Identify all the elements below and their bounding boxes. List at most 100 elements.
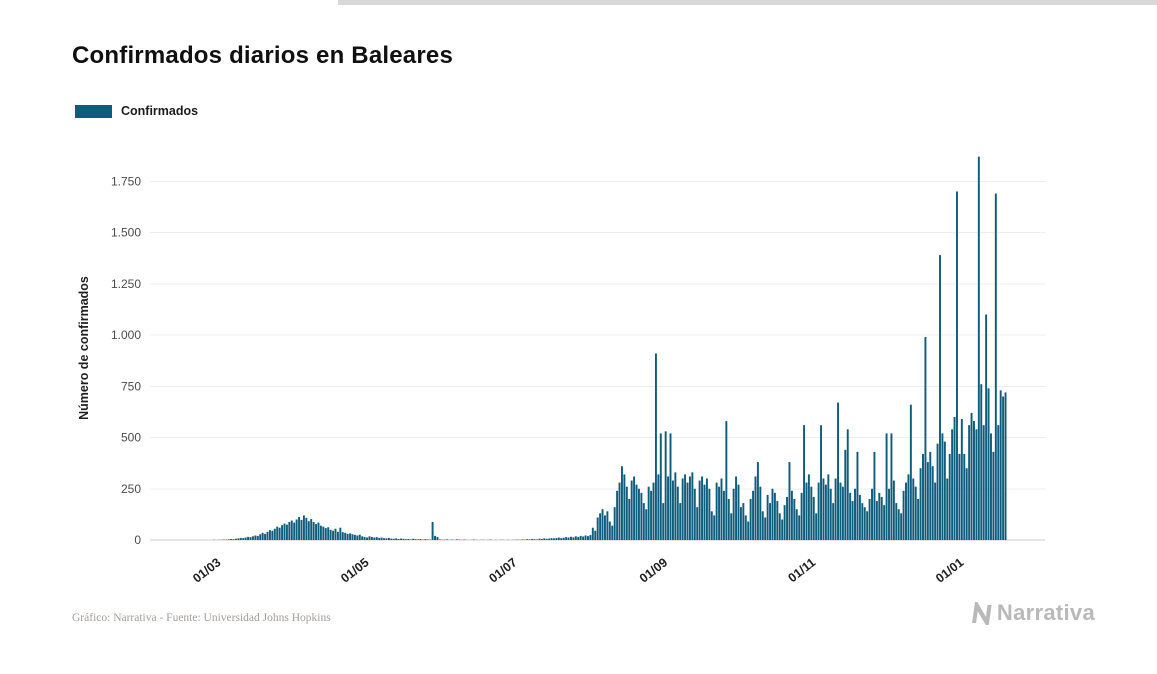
x-tick-label: 01/11: [786, 555, 819, 585]
bar: [798, 515, 801, 540]
bar: [827, 474, 830, 540]
bar: [273, 528, 276, 540]
bar: [589, 535, 592, 540]
bar: [397, 538, 400, 540]
bar: [278, 527, 281, 540]
bar: [363, 536, 366, 540]
bar: [778, 513, 781, 540]
bar: [536, 539, 538, 540]
bar: [902, 490, 905, 540]
bar: [239, 537, 242, 540]
bar: [739, 507, 742, 540]
bar: [251, 536, 254, 540]
bar: [596, 517, 599, 540]
bar: [562, 537, 565, 540]
bar: [737, 484, 740, 540]
bar: [676, 486, 679, 540]
bar: [642, 503, 645, 540]
bar: [623, 474, 626, 540]
bar: [591, 527, 594, 540]
bar: [266, 531, 269, 540]
bar: [647, 486, 650, 540]
bar: [599, 513, 602, 540]
bar: [533, 539, 536, 540]
bar: [788, 462, 791, 540]
bar: [907, 474, 910, 540]
bar: [300, 519, 303, 540]
bar: [329, 529, 332, 540]
bar: [834, 478, 837, 540]
bar: [946, 478, 949, 540]
bar: [824, 484, 827, 540]
bar: [963, 453, 966, 540]
bar: [939, 255, 941, 541]
bar: [356, 535, 359, 540]
bar: [722, 490, 725, 540]
bar: [812, 496, 815, 540]
bar: [1004, 392, 1007, 540]
bar: [256, 535, 259, 540]
x-tick-label: 01/05: [338, 555, 371, 585]
bar: [713, 515, 716, 540]
bar: [366, 537, 369, 540]
bar: [742, 503, 745, 540]
bar: [567, 537, 570, 540]
bar: [674, 472, 677, 540]
y-axis-label: Número de confirmados: [77, 276, 91, 420]
bar: [387, 537, 390, 540]
bar: [247, 536, 250, 540]
bar: [555, 537, 558, 540]
bar: [764, 517, 767, 540]
bar: [378, 537, 381, 540]
bar: [402, 538, 405, 540]
bar: [931, 466, 934, 540]
bar: [234, 538, 237, 540]
bar: [844, 449, 847, 540]
bar: [977, 156, 980, 540]
bar: [424, 539, 427, 540]
bar: [710, 511, 713, 540]
bar: [878, 492, 881, 540]
bar: [574, 536, 577, 540]
x-tick-label: 01/03: [190, 555, 223, 585]
bar: [783, 505, 786, 540]
bar: [858, 494, 861, 540]
bar: [941, 433, 944, 540]
bar: [805, 482, 808, 540]
bar: [880, 496, 883, 540]
bar: [606, 511, 609, 540]
bar: [975, 429, 978, 540]
bar: [851, 501, 854, 540]
bar: [288, 521, 291, 540]
bar: [271, 530, 274, 540]
bar: [912, 478, 915, 540]
bar: [412, 538, 415, 540]
y-tick-label: 1.250: [111, 277, 141, 291]
bar: [924, 337, 927, 540]
bar: [735, 476, 738, 540]
bar: [528, 539, 531, 540]
bar: [531, 538, 534, 540]
y-tick-label: 1.000: [111, 328, 141, 342]
bar: [336, 531, 339, 540]
bar: [521, 539, 524, 540]
bar: [994, 193, 997, 541]
bar: [883, 505, 886, 540]
bar: [582, 536, 585, 540]
bar: [548, 538, 551, 540]
bar: [732, 488, 735, 540]
bar: [781, 519, 784, 540]
bar: [820, 425, 822, 540]
bar: [414, 539, 417, 540]
bar: [404, 539, 407, 540]
bar: [897, 509, 900, 540]
bar: [603, 515, 606, 540]
bar: [807, 474, 810, 540]
bar: [370, 536, 373, 540]
legend-swatch-icon: [75, 104, 112, 118]
bar: [341, 532, 344, 540]
bar: [618, 482, 621, 540]
bar: [909, 404, 912, 540]
bar: [671, 480, 674, 540]
bar: [951, 429, 954, 540]
